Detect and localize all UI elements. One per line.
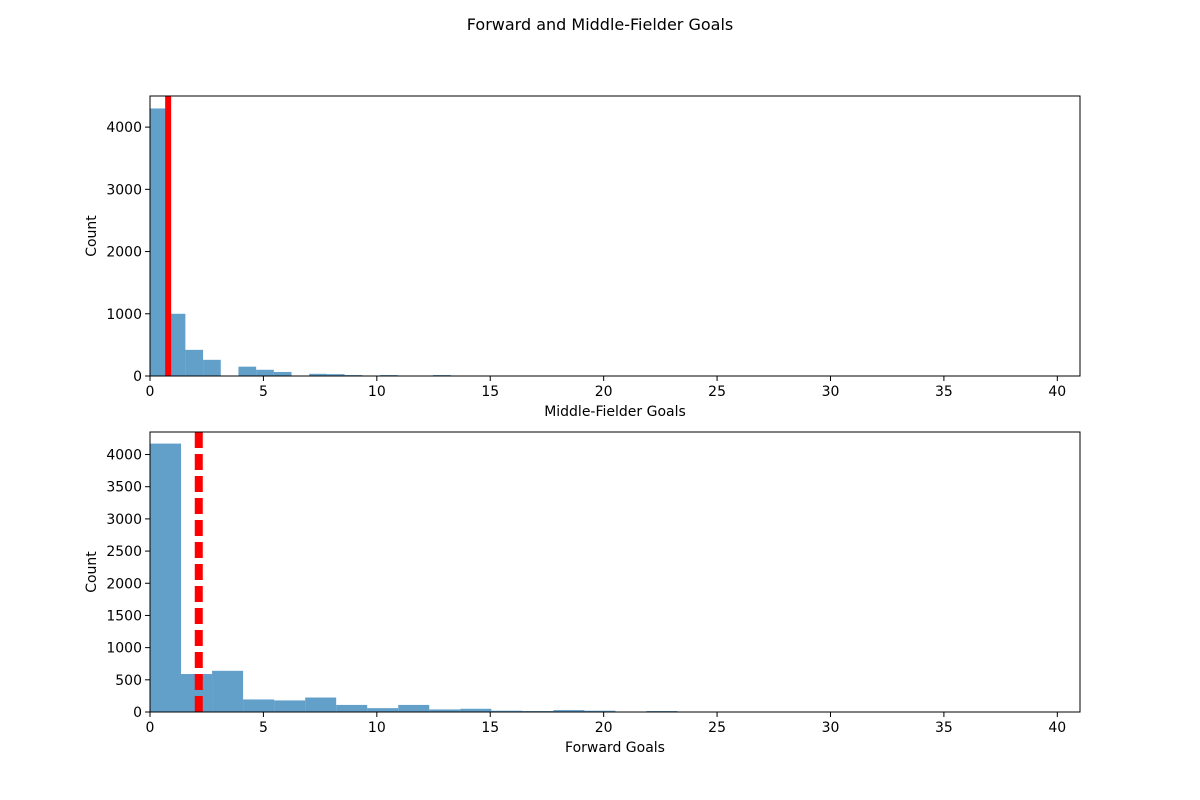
histogram-bar — [584, 710, 616, 712]
histogram-bar — [553, 710, 585, 712]
y-tick-label: 500 — [115, 673, 142, 689]
histogram-bar — [273, 371, 292, 376]
y-tick-label: 3000 — [106, 182, 142, 198]
y-axis-label: Count — [84, 551, 100, 593]
y-tick-label: 2500 — [106, 544, 142, 560]
plot-area — [150, 96, 451, 376]
histogram-bar — [243, 699, 275, 712]
x-tick-label: 35 — [935, 720, 953, 736]
x-tick-label: 35 — [935, 384, 953, 400]
histogram-bar — [429, 709, 461, 712]
axes-frame — [149, 431, 1081, 713]
histogram-bar — [398, 704, 430, 712]
y-tick-label: 2000 — [106, 245, 142, 261]
x-tick-label: 0 — [146, 720, 155, 736]
y-tick-label: 4000 — [106, 120, 142, 136]
x-tick-label: 20 — [595, 384, 613, 400]
histogram-bar — [326, 374, 345, 376]
x-tick-label: 40 — [1048, 720, 1066, 736]
histogram-bar — [309, 373, 327, 376]
x-tick-label: 15 — [481, 720, 499, 736]
histogram-bar — [185, 349, 204, 376]
x-tick-label: 25 — [708, 720, 726, 736]
y-tick-label: 2000 — [106, 576, 142, 592]
x-tick-label: 10 — [368, 720, 386, 736]
histogram-bar — [336, 704, 368, 712]
histogram-bar — [238, 366, 257, 376]
histogram-bar — [256, 369, 274, 376]
x-axis-label: Forward Goals — [565, 740, 665, 756]
x-tick-label: 25 — [708, 384, 726, 400]
axes-frame — [149, 95, 1081, 377]
histogram-bar — [305, 697, 337, 712]
histogram-bar — [203, 359, 221, 376]
y-tick-label: 1500 — [106, 608, 142, 624]
y-tick-label: 4000 — [106, 448, 142, 464]
y-tick-label: 3500 — [106, 480, 142, 496]
histogram-bar — [150, 108, 168, 376]
x-tick-label: 5 — [259, 384, 268, 400]
y-tick-label: 0 — [133, 705, 142, 721]
histogram-bar — [491, 710, 523, 712]
y-tick-label: 0 — [133, 369, 142, 385]
x-tick-label: 40 — [1048, 384, 1066, 400]
y-tick-label: 1000 — [106, 307, 142, 323]
y-tick-label: 1000 — [106, 641, 142, 657]
y-tick-label: 3000 — [106, 512, 142, 528]
plot-area — [150, 432, 678, 712]
y-axis-label: Count — [84, 215, 100, 257]
histogram-bar — [274, 700, 306, 712]
histogram-bar — [150, 443, 182, 712]
x-tick-label: 15 — [481, 384, 499, 400]
histogram-bar — [167, 313, 186, 376]
x-tick-label: 10 — [368, 384, 386, 400]
histogram-bar — [367, 708, 399, 712]
x-axis-label: Middle-Fielder Goals — [544, 404, 686, 420]
histogram-bar — [212, 670, 244, 712]
forward-histogram: 0 5 10 15 20 25 30 35 40 0 500 1000 1500 2000 2500 3000… — [84, 431, 1081, 756]
x-tick-label: 0 — [146, 384, 155, 400]
figure-title: Forward and Middle-Fielder Goals — [467, 15, 733, 34]
middle-fielder-histogram: 0 5 10 15 20 25 30 35 40 0 1000 2000 3000 4000 Middle-… — [84, 95, 1081, 420]
x-tick-label: 30 — [822, 720, 840, 736]
x-tick-label: 20 — [595, 720, 613, 736]
histogram-bar — [460, 708, 492, 712]
x-tick-label: 30 — [822, 384, 840, 400]
x-tick-label: 5 — [259, 720, 268, 736]
